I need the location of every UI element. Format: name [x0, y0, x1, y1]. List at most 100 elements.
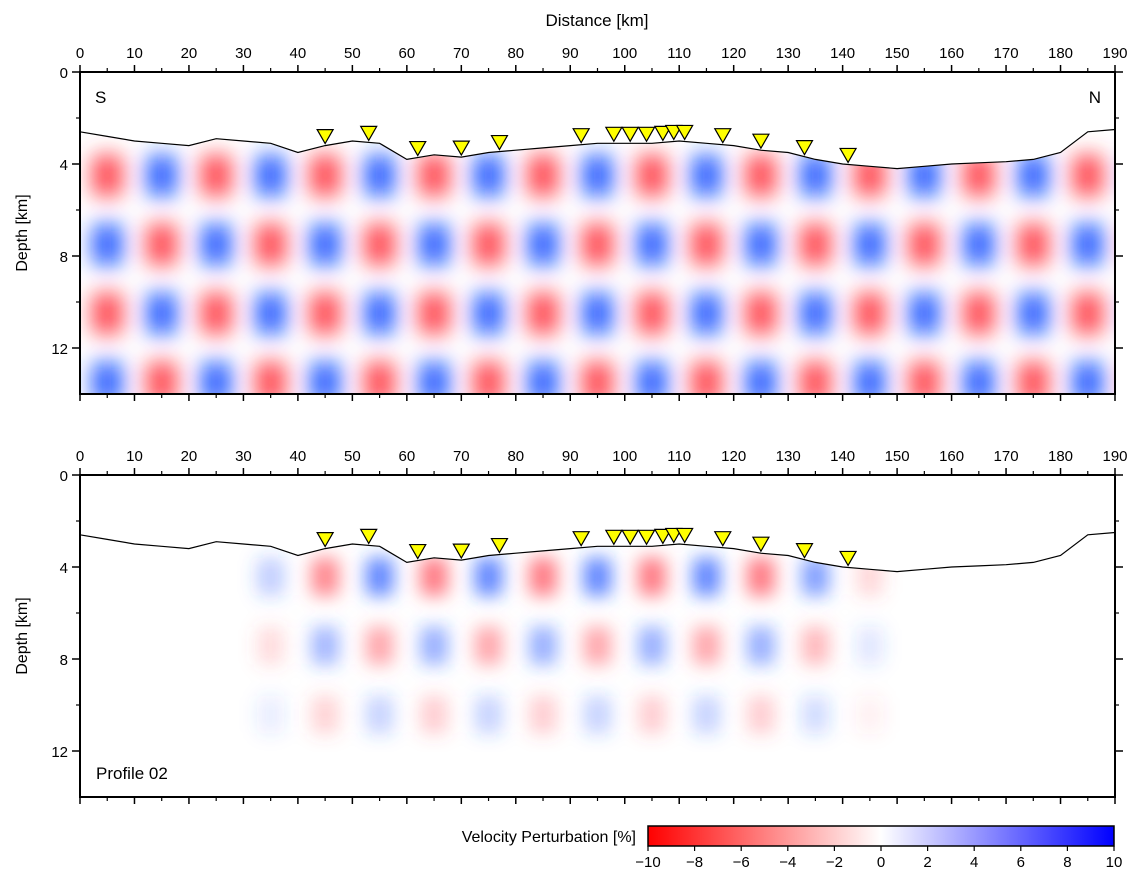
- checkerboard-cell: [473, 223, 504, 266]
- x-tick-label: 160: [939, 448, 964, 465]
- checkerboard-cell: [964, 431, 995, 472]
- x-tick-label: 110: [667, 45, 691, 62]
- checkerboard-cell: [1018, 292, 1049, 335]
- y-tick-label: 12: [51, 341, 68, 358]
- x-tick-label: 60: [398, 448, 415, 465]
- checkerboard-cell: [527, 292, 559, 335]
- x-axis-ticks: 0 10 20 30 40 50 60 70 80 90 100 110 120 130 140 150 160…: [76, 45, 1128, 401]
- checkerboard-cell: [909, 361, 940, 394]
- recovered-anomaly: [257, 626, 285, 665]
- checkerboard-cell: [636, 154, 668, 197]
- checkerboard-cell: [91, 154, 123, 197]
- checkerboard-cell: [582, 154, 613, 197]
- checkerboard-cell: [691, 154, 722, 197]
- colorbar-tick-label: 10: [1106, 854, 1123, 871]
- recovered-anomaly: [365, 695, 394, 734]
- recovered-anomaly: [856, 695, 884, 734]
- recovered-anomaly: [257, 557, 285, 596]
- station-marker: [675, 527, 694, 544]
- x-tick-label: 170: [994, 448, 1019, 465]
- x-tick-label: 20: [181, 448, 198, 465]
- checkerboard-cell: [636, 223, 668, 266]
- checkerboard-cell: [255, 154, 286, 197]
- x-tick-label: 100: [612, 45, 637, 62]
- checkerboard-cell: [527, 361, 559, 394]
- recovered-anomaly: [801, 557, 830, 596]
- station-marker: [604, 529, 623, 546]
- station-marker: [621, 529, 640, 546]
- checkerboard-cell: [745, 361, 777, 394]
- checkerboard-cell: [963, 361, 995, 394]
- checkerboard-cell: [146, 292, 177, 335]
- checkerboard-cell: [91, 223, 123, 266]
- checkerboard-cell: [1072, 154, 1104, 197]
- station-marker: [839, 550, 858, 567]
- checkerboard-cell: [146, 431, 177, 472]
- checkerboard-cell: [1072, 292, 1104, 335]
- x-tick-label: 140: [830, 448, 855, 465]
- x-tick-label: 30: [235, 45, 252, 62]
- x-tick-label: 100: [612, 448, 637, 465]
- recovered-anomaly: [692, 557, 721, 596]
- station-marker: [751, 536, 770, 553]
- station-marker: [572, 531, 591, 547]
- station-marker: [621, 126, 640, 143]
- checkerboard-cell: [146, 223, 177, 266]
- x-tick-label: 70: [453, 45, 470, 62]
- y-axis-title: Depth [km]: [14, 194, 31, 271]
- colorbar-tick-label: −6: [733, 854, 750, 871]
- checkerboard-cell: [255, 223, 286, 266]
- colorbar-title: Velocity Perturbation [%]: [462, 829, 636, 846]
- station-marker: [795, 543, 814, 559]
- checkerboard-cell: [418, 361, 450, 394]
- checkerboard-cell: [1127, 431, 1134, 472]
- station-marker: [316, 532, 335, 548]
- profile-label: Profile 02: [96, 764, 168, 783]
- checkerboard-cell: [745, 154, 777, 197]
- station-marker: [713, 128, 732, 144]
- checkerboard-cell: [582, 292, 613, 335]
- checkerboard-cell: [200, 223, 232, 266]
- recovered-anomaly: [365, 626, 394, 665]
- x-axis-ticks: 0 10 20 30 40 50 60 70 80 90 100 110 120 130 140 150 160…: [76, 448, 1128, 804]
- x-tick-label: 0: [76, 448, 84, 465]
- checkerboard-cell: [1127, 155, 1134, 196]
- colorbar-tick-label: −2: [826, 854, 843, 871]
- recovered-anomaly: [420, 695, 448, 734]
- station-marker: [637, 529, 656, 546]
- checkerboard-cell: [418, 223, 450, 266]
- checkerboard-cell: [691, 361, 722, 394]
- x-tick-label: 150: [885, 448, 910, 465]
- checkerboard-cell: [1018, 361, 1049, 394]
- x-axis-title: Distance [km]: [546, 11, 649, 30]
- station-marker: [359, 528, 378, 545]
- recovered-anomaly: [583, 557, 612, 596]
- x-tick-label: 120: [721, 448, 746, 465]
- checkerboard-cell: [91, 361, 123, 394]
- checkerboard-cell: [854, 292, 886, 335]
- checkerboard-cell: [364, 223, 395, 266]
- station-markers: [316, 124, 858, 164]
- checkerboard-cell: [419, 431, 450, 472]
- recovered-anomaly: [311, 626, 339, 665]
- y-tick-label: 4: [60, 560, 68, 577]
- checkerboard-cell: [963, 223, 995, 266]
- checkerboard-cell: [309, 154, 341, 197]
- checkerboard-cell: [310, 431, 341, 472]
- recovered-anomaly: [474, 626, 503, 665]
- recovered-anomaly: [856, 626, 884, 665]
- station-marker: [839, 147, 858, 164]
- station-marker: [490, 537, 509, 554]
- recovered-anomaly: [801, 626, 830, 665]
- recovered-anomaly: [311, 695, 339, 734]
- checkerboard-cell: [309, 223, 341, 266]
- station-marker: [751, 133, 770, 150]
- y-axis-title: Depth [km]: [14, 597, 31, 674]
- colorbar-tick-label: −10: [635, 854, 660, 871]
- checkerboard-cell: [309, 292, 341, 335]
- colorbar-gradient: [647, 825, 1115, 847]
- x-tick-label: 60: [398, 45, 415, 62]
- station-marker: [664, 124, 683, 141]
- checkerboard-cell: [1018, 154, 1049, 197]
